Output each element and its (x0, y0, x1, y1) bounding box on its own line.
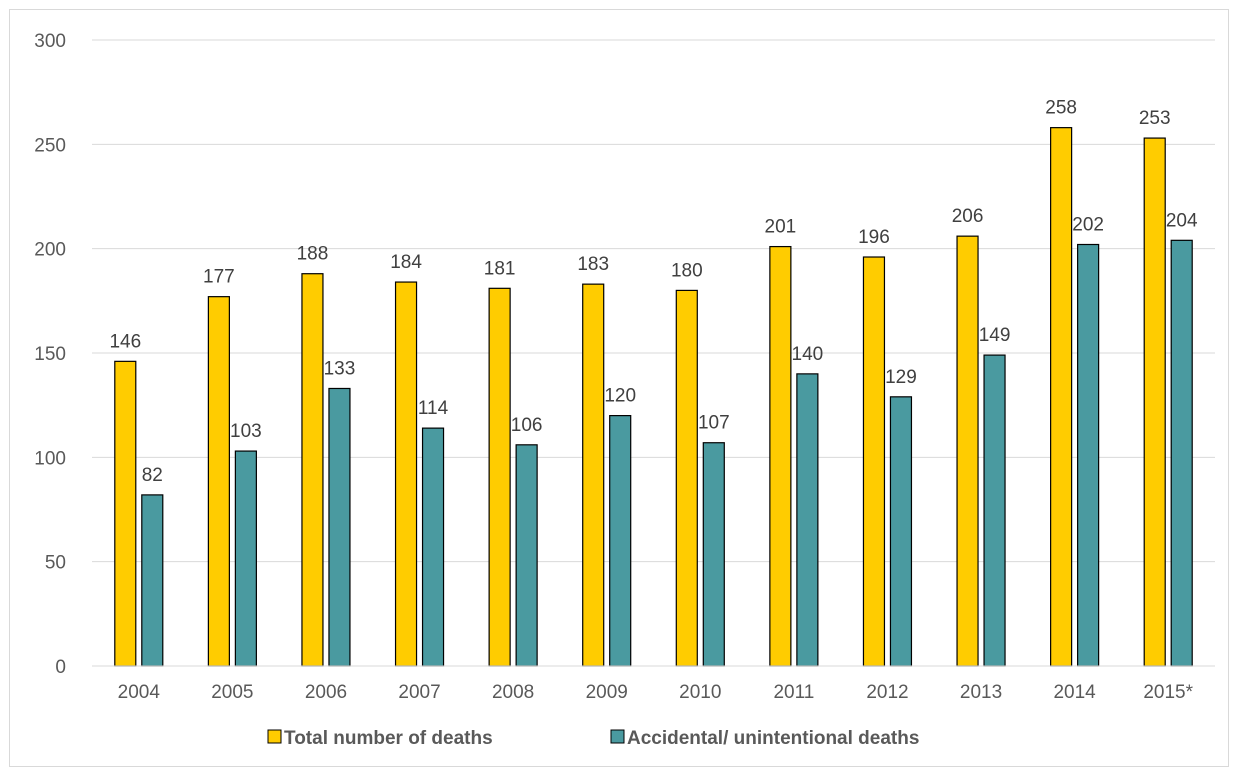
x-tick-label: 2011 (773, 682, 814, 703)
bar-accidental-deaths (702, 442, 725, 667)
data-label: 181 (484, 258, 516, 279)
legend-label: Accidental/ unintentional deaths (627, 728, 919, 749)
bar-accidental-deaths (515, 444, 538, 667)
bar-total-deaths (207, 296, 230, 667)
data-label: 253 (1139, 108, 1171, 129)
data-label: 106 (511, 415, 543, 436)
bar-accidental-deaths (889, 396, 913, 667)
bar-total-deaths (956, 235, 979, 667)
x-tick-label: 2006 (305, 682, 347, 703)
data-label: 196 (858, 227, 890, 248)
y-tick-label: 0 (55, 657, 66, 678)
x-tick-label: 2008 (492, 682, 534, 703)
data-label: 140 (792, 344, 824, 365)
data-label: 149 (979, 325, 1011, 346)
legend-label: Total number of deaths (284, 728, 493, 749)
y-tick-label: 200 (34, 240, 66, 261)
bar-total-deaths (862, 256, 886, 667)
x-tick-label: 2015* (1143, 682, 1193, 703)
y-tick-label: 100 (34, 448, 66, 469)
y-tick-label: 150 (34, 344, 66, 365)
x-tick-label: 2010 (679, 682, 721, 703)
legend-swatch-accidental (610, 729, 625, 744)
y-tick-label: 300 (34, 31, 66, 52)
data-label: 146 (109, 331, 141, 352)
bar-accidental-deaths (141, 494, 164, 667)
x-tick-label: 2012 (866, 682, 908, 703)
bar-accidental-deaths (421, 427, 445, 667)
bar-total-deaths (1143, 137, 1166, 667)
x-tick-label: 2005 (211, 682, 253, 703)
x-tick-label: 2004 (118, 682, 161, 703)
data-label: 201 (765, 217, 797, 238)
bar-accidental-deaths (1077, 243, 1100, 667)
data-label: 177 (203, 267, 235, 288)
bar-total-deaths (582, 283, 605, 667)
x-tick-label: 2007 (398, 682, 440, 703)
x-tick-label: 2014 (1053, 682, 1096, 703)
data-label: 183 (577, 254, 609, 275)
data-label: 202 (1072, 214, 1104, 235)
bar-total-deaths (394, 281, 418, 667)
legend-swatch-total (267, 729, 282, 744)
y-tick-label: 50 (45, 553, 66, 574)
data-label: 120 (604, 386, 636, 407)
data-label: 184 (390, 252, 422, 273)
bar-total-deaths (1050, 127, 1073, 667)
data-label: 206 (952, 206, 984, 227)
bar-accidental-deaths (609, 415, 632, 667)
bar-total-deaths (675, 289, 698, 667)
y-tick-label: 250 (34, 135, 66, 156)
bar-accidental-deaths (796, 373, 819, 667)
data-label: 258 (1045, 98, 1077, 119)
data-label: 133 (324, 358, 356, 379)
x-tick-label: 2009 (586, 682, 628, 703)
bar-accidental-deaths (234, 450, 257, 667)
bar-accidental-deaths (1170, 239, 1193, 667)
data-label: 204 (1166, 210, 1198, 231)
bar-total-deaths (769, 245, 792, 667)
bar-total-deaths (301, 273, 324, 667)
bar-accidental-deaths (328, 387, 351, 667)
data-label: 188 (297, 244, 329, 265)
bar-accidental-deaths (983, 354, 1006, 667)
bar-total-deaths (114, 360, 137, 667)
data-label: 129 (885, 367, 917, 388)
data-label: 107 (698, 413, 730, 434)
data-label: 180 (671, 260, 703, 281)
data-label: 103 (230, 421, 262, 442)
data-label: 82 (142, 465, 163, 486)
x-tick-label: 2013 (960, 682, 1002, 703)
data-label: 114 (418, 398, 449, 419)
bar-total-deaths (488, 287, 511, 667)
